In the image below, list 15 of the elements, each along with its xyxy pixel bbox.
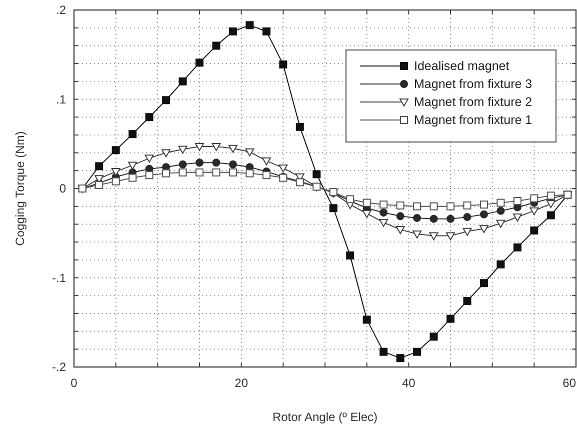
x-axis-title: Rotor Angle (º Elec): [272, 410, 378, 424]
x-tick-label: 0: [70, 376, 78, 390]
y-tick-label: .1: [56, 92, 66, 106]
legend-label: Magnet from fixture 3: [414, 77, 532, 91]
y-tick-label: .2: [56, 3, 66, 17]
x-tick-label: 40: [402, 376, 416, 390]
y-tick-label: 0: [59, 182, 66, 196]
y-tick-label: -.2: [52, 360, 66, 374]
x-tick-label: 60: [562, 376, 576, 390]
legend-label: Magnet from fixture 2: [414, 95, 532, 109]
y-tick-label: -.1: [52, 270, 66, 285]
legend-label: Magnet from fixture 1: [414, 113, 532, 127]
legend-label: Idealised magnet: [414, 59, 510, 73]
y-axis-title: Cogging Torque (Nm): [13, 131, 27, 246]
x-tick-label: 20: [234, 376, 248, 390]
